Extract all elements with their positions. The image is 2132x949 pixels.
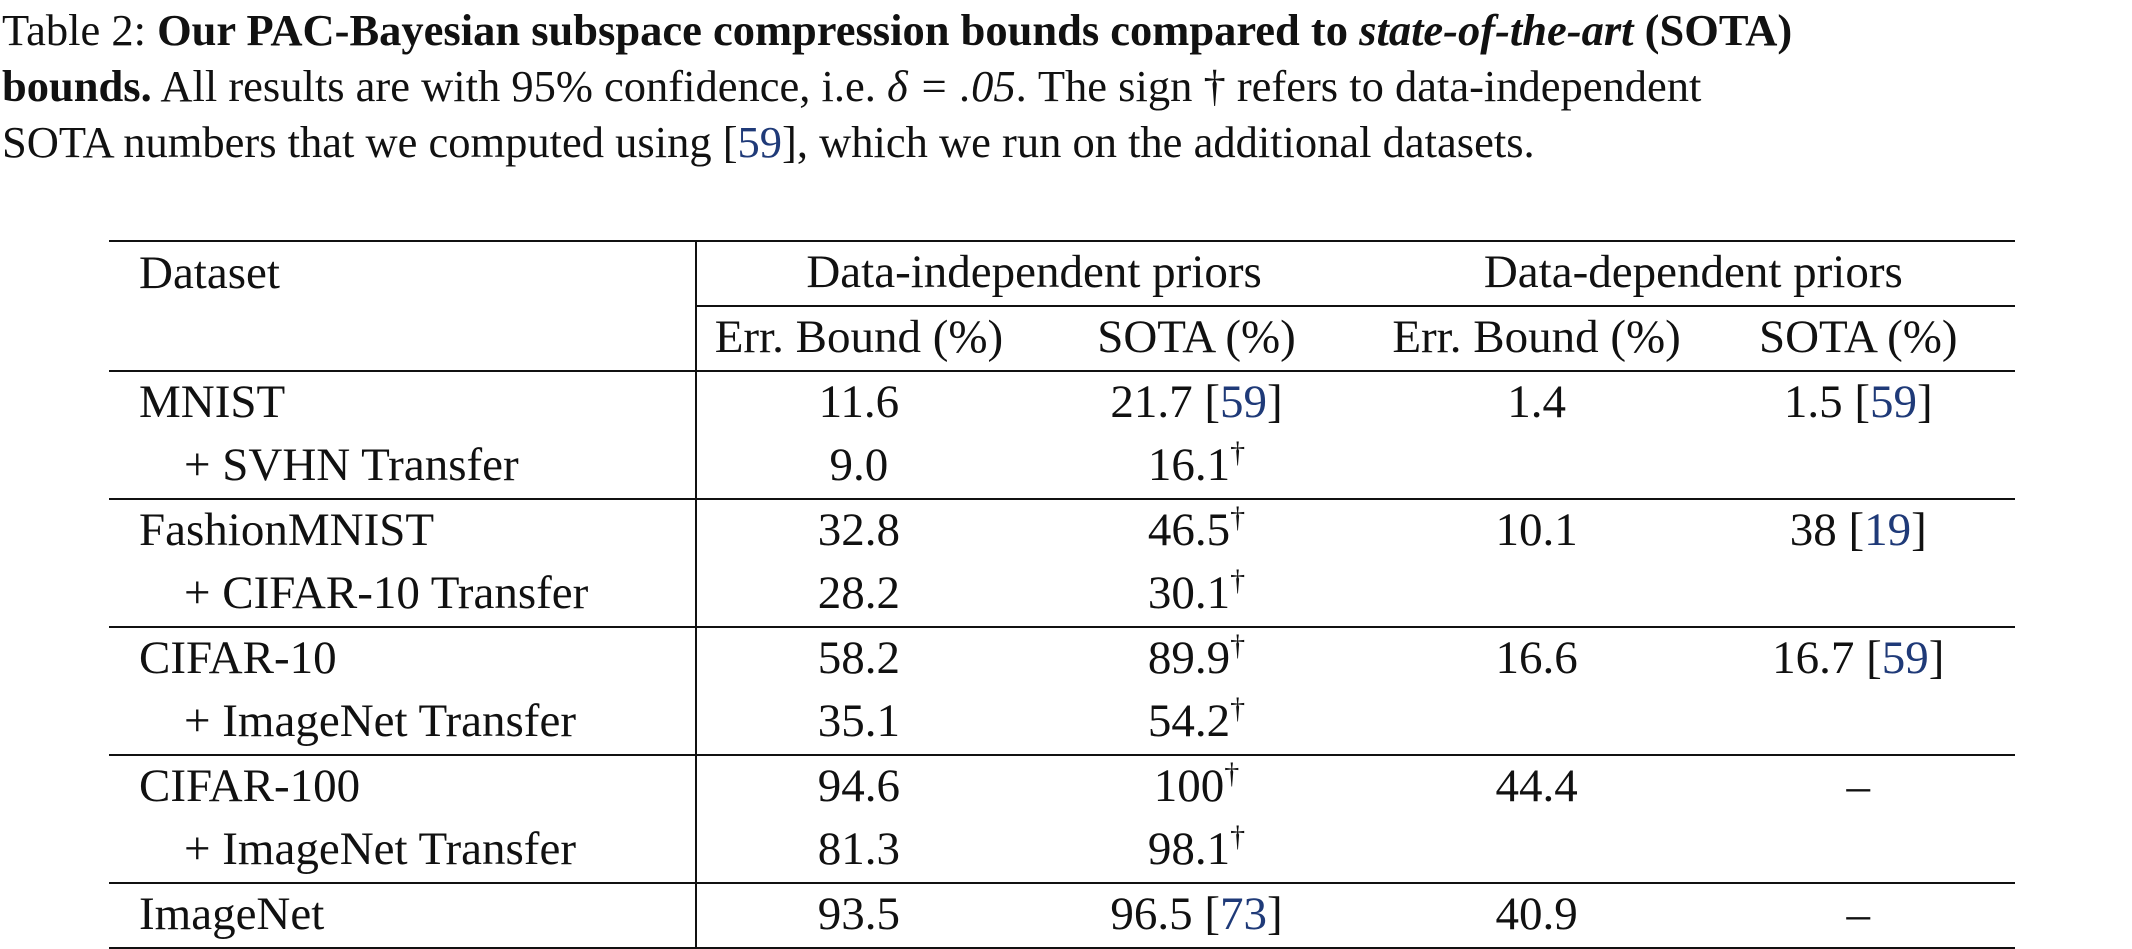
caption-title-end-2: bounds. [2, 61, 152, 111]
sota-independent: 16.1† [1021, 435, 1372, 500]
dataset-name: MNIST [109, 371, 697, 435]
table-caption: Table 2: Our PAC-Bayesian subspace compr… [2, 2, 2130, 170]
err-bound-dependent: 40.9 [1371, 883, 1702, 949]
dagger-mark: † [1230, 436, 1246, 469]
dataset-name: ImageNet [109, 883, 697, 949]
table-row: MNIST 11.6 21.7 [59] 1.4 1.5 [59] [109, 371, 2015, 435]
err-bound-independent: 94.6 [817, 760, 901, 812]
dataset-name: CIFAR-10 [109, 627, 697, 691]
err-bound-independent: 93.5 [695, 883, 1022, 949]
header-sota-2: SOTA (%) [1701, 306, 2015, 372]
sota-dependent [1701, 819, 2015, 884]
header-data-independent-priors: Data-independent priors [695, 240, 1372, 307]
sota-dependent [1701, 563, 2015, 628]
header-dataset: Dataset [109, 240, 697, 306]
citation-link[interactable]: 19 [1864, 504, 1912, 556]
dataset-name: FashionMNIST [109, 499, 697, 563]
sota-independent: 100† [1153, 757, 1240, 812]
dagger-mark: † [1230, 629, 1246, 662]
dagger-mark: † [1230, 501, 1246, 534]
dagger-mark: † [1230, 692, 1246, 725]
err-bound-dependent [1371, 819, 1702, 884]
err-bound-independent: 32.8 [817, 504, 901, 556]
err-bound-dependent: 16.6 [1495, 632, 1578, 684]
dataset-name: + CIFAR-10 Transfer [109, 563, 697, 628]
table-row: CIFAR-10 58.2 89.9† 16.6 16.7 [59] [109, 627, 2015, 691]
err-bound-independent: 58.2 [817, 632, 901, 684]
table-header-row-2: Err. Bound (%) SOTA (%) Err. Bound (%) S… [109, 306, 2015, 372]
sota-dependent [1701, 691, 2015, 756]
dagger-mark: † [1224, 757, 1240, 790]
table-row: FashionMNIST 32.8 46.5† 10.1 38 [19] [109, 499, 2015, 563]
dataset-name: + SVHN Transfer [109, 435, 697, 500]
header-dataset-blank [109, 306, 697, 372]
results-table: Dataset Data-independent priors Data-dep… [109, 240, 2015, 949]
sota-dependent: – [1846, 760, 1870, 812]
sota-dependent: 38 [19] [1789, 504, 1927, 556]
table-header-row-1: Dataset Data-independent priors Data-dep… [109, 240, 2015, 307]
sota-independent: 21.7 [59] [1110, 376, 1283, 428]
err-bound-independent: 11.6 [818, 376, 900, 428]
citation-link[interactable]: 59 [1220, 376, 1267, 428]
dagger-mark: † [1230, 820, 1246, 853]
citation-link[interactable]: 59 [737, 117, 783, 167]
table-row: ImageNet 93.5 96.5 [73] 40.9 – [109, 883, 2015, 949]
sota-dependent [1701, 435, 2015, 500]
caption-label: Table 2: [2, 5, 146, 55]
dataset-name: + ImageNet Transfer [109, 819, 697, 884]
sota-dependent: 16.7 [59] [1772, 632, 1945, 684]
table-row: + CIFAR-10 Transfer 28.2 30.1† [109, 563, 2015, 628]
header-err-bound-1: Err. Bound (%) [695, 306, 1022, 372]
caption-line-3: SOTA numbers that we computed using [59]… [2, 117, 1535, 167]
sota-independent: 98.1† [1021, 819, 1372, 884]
caption-title-end-1: (SOTA) [1644, 5, 1793, 55]
sota-dependent: 1.5 [59] [1783, 376, 1933, 428]
table-row: + ImageNet Transfer 35.1 54.2† [109, 691, 2015, 756]
sota-independent: 30.1† [1021, 563, 1372, 628]
err-bound-dependent [1371, 691, 1702, 756]
dataset-name: + ImageNet Transfer [109, 691, 697, 756]
sota-independent: 96.5 [73] [1021, 883, 1372, 949]
err-bound-independent: 35.1 [695, 691, 1022, 756]
err-bound-dependent: 1.4 [1507, 376, 1566, 428]
err-bound-dependent [1371, 563, 1702, 628]
dagger-mark: † [1230, 564, 1246, 597]
header-data-dependent-priors: Data-dependent priors [1371, 240, 2015, 307]
table-row: + ImageNet Transfer 81.3 98.1† [109, 819, 2015, 884]
citation-link[interactable]: 59 [1869, 376, 1917, 428]
sota-independent: 46.5† [1147, 501, 1246, 556]
caption-bold-title: Our PAC-Bayesian subspace compression bo… [157, 5, 1793, 55]
citation-link[interactable]: 59 [1881, 632, 1929, 684]
err-bound-dependent: 10.1 [1495, 504, 1578, 556]
err-bound-dependent [1371, 435, 1702, 500]
err-bound-independent: 9.0 [695, 435, 1022, 500]
dataset-name: CIFAR-100 [109, 755, 697, 819]
citation-link[interactable]: 73 [1220, 888, 1267, 940]
err-bound-independent: 28.2 [695, 563, 1022, 628]
sota-independent: 89.9† [1147, 629, 1246, 684]
caption-line-1: Table 2: Our PAC-Bayesian subspace compr… [2, 2, 2130, 58]
header-err-bound-2: Err. Bound (%) [1371, 306, 1702, 372]
header-sota-1: SOTA (%) [1021, 306, 1372, 372]
err-bound-dependent: 44.4 [1495, 760, 1578, 812]
sota-dependent: – [1701, 883, 2015, 949]
table-row: + SVHN Transfer 9.0 16.1† [109, 435, 2015, 500]
caption-line-2: bounds. All results are with 95% confide… [2, 61, 1702, 111]
table-row: CIFAR-100 94.6 100† 44.4 – [109, 755, 2015, 819]
err-bound-independent: 81.3 [695, 819, 1022, 884]
delta-expression: δ = .05 [886, 61, 1016, 111]
sota-independent: 54.2† [1021, 691, 1372, 756]
